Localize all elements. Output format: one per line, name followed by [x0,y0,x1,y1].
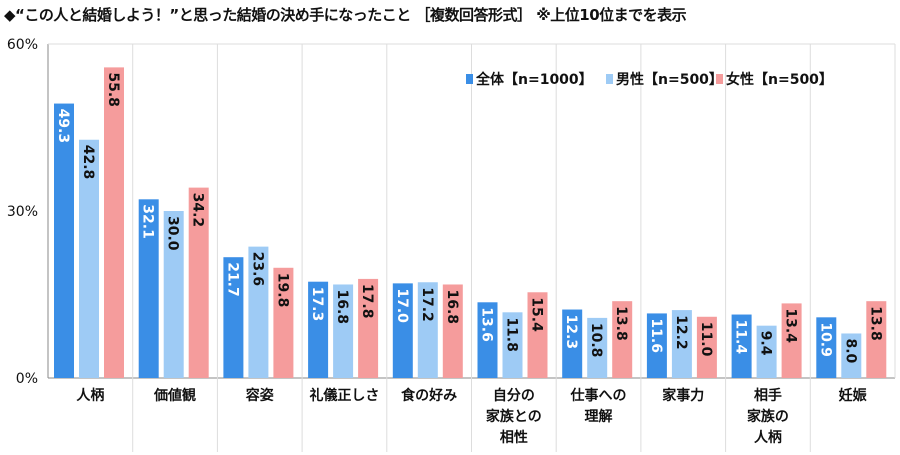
bar-1-3 [333,284,354,378]
bar-0-7 [646,313,667,378]
bar-0-5 [477,302,498,378]
data-label: 34.2 [190,193,206,228]
bar-1-1 [163,211,184,378]
bar-2-1 [188,187,209,378]
data-label: 17.3 [309,287,325,322]
bar-1-6 [587,317,608,378]
data-label: 30.0 [165,216,181,251]
x-tick-label: 自分の [493,387,535,404]
bar-1-8 [756,325,777,378]
y-tick-label: 60% [7,37,38,53]
legend-swatch [606,74,613,84]
bar-2-0 [104,67,124,378]
chart-title: ◆“この人と結婚しよう！”と思った結婚の決め手になったこと ［複数回答形式］ ※… [4,6,687,24]
data-label: 13.4 [783,308,799,343]
x-tick-label: 家族の [747,408,789,425]
bar-1-0 [79,139,99,378]
bar-0-1 [138,199,159,378]
x-tick-label: 価値観 [153,387,196,404]
data-label: 13.8 [867,306,883,341]
data-label: 42.8 [80,145,96,180]
bar-1-2 [248,246,269,378]
bar-1-5 [502,312,523,378]
bar-0-3 [308,281,329,378]
data-label: 49.3 [55,109,71,144]
y-tick-label: 0% [16,371,38,387]
x-tick-label: 仕事への [570,387,627,404]
x-tick-label: 人柄 [76,387,104,404]
data-label: 11.8 [504,317,520,352]
bar-0-8 [731,314,752,378]
data-label: 11.0 [698,322,714,357]
x-tick-label: 理解 [585,408,613,425]
data-label: 13.6 [479,307,495,342]
x-tick-label: 妊娠 [839,387,868,404]
data-label: 55.8 [105,72,121,107]
legend-label: 全体【n=1000】 [475,71,593,88]
legend-swatch [716,74,723,84]
x-tick-label: 相手 [754,387,782,404]
bar-0-4 [392,283,413,378]
legend-swatch [466,74,473,84]
data-label: 17.0 [394,288,410,323]
bar-0-6 [562,309,583,378]
data-label: 23.6 [249,252,265,287]
data-label: 16.8 [444,289,460,324]
y-tick-label: 30% [7,204,38,220]
data-label: 17.8 [359,284,375,319]
x-tick-label: 相性 [500,429,528,446]
bar-2-6 [612,301,633,378]
bar-0-2 [223,257,244,378]
data-label: 32.1 [140,204,156,239]
bar-2-4 [442,284,463,378]
data-label: 17.2 [419,287,435,322]
bar-1-7 [671,310,692,378]
bar-0-9 [816,317,837,378]
bar-2-7 [696,316,717,378]
bar-2-3 [358,278,379,378]
x-tick-label: 礼儀正しさ [309,387,379,404]
data-label: 15.4 [529,297,545,332]
data-label: 10.8 [588,323,604,358]
data-label: 12.3 [563,315,579,350]
data-label: 16.8 [334,289,350,324]
x-tick-label: 食の好み [401,387,457,404]
legend-label: 女性【n=500】 [726,71,833,88]
bar-1-4 [417,282,438,378]
data-label: 12.2 [673,315,689,350]
x-tick-label: 家事力 [662,387,704,404]
bar-2-8 [781,303,802,378]
data-label: 19.8 [274,273,290,308]
bar-2-9 [866,301,887,378]
bar-1-9 [841,333,862,378]
data-label: 9.4 [758,331,774,356]
bar-0-0 [54,103,74,379]
data-label: 13.8 [613,306,629,341]
data-label: 10.9 [817,322,833,357]
data-label: 11.4 [733,320,749,355]
data-label: 11.6 [648,318,664,353]
bar-2-2 [273,267,294,378]
bar-2-5 [527,292,548,378]
x-tick-label: 人柄 [754,429,782,446]
data-label: 21.7 [224,262,240,297]
x-tick-label: 家族との [486,408,542,425]
data-label: 8.0 [842,338,858,363]
legend-label: 男性【n=500】 [616,71,723,88]
x-tick-label: 容姿 [245,387,275,404]
